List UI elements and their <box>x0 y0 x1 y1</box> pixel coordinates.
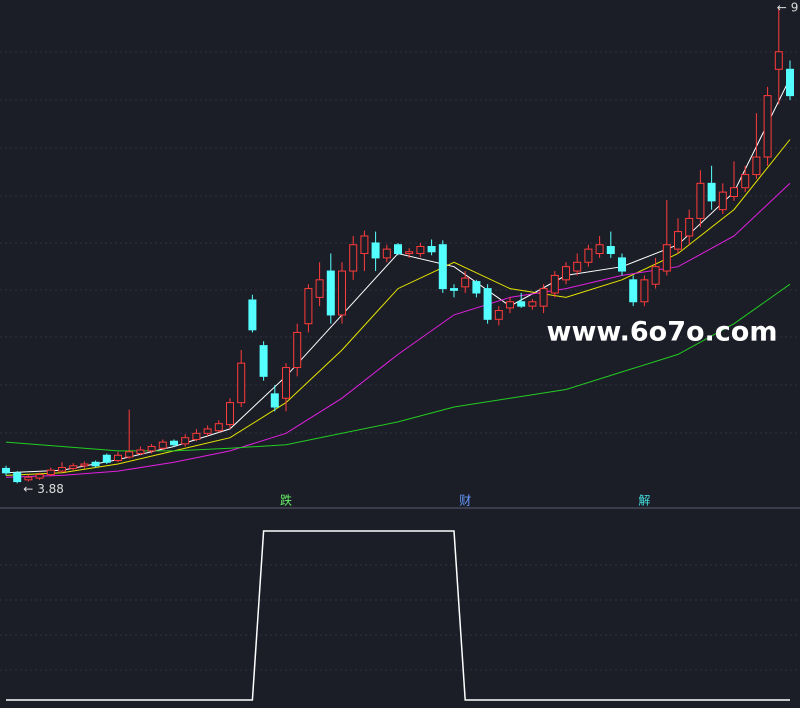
candle-body <box>472 281 481 294</box>
candle-body <box>248 299 257 331</box>
candle-body <box>91 461 100 467</box>
candle-body <box>450 288 458 291</box>
candle-body <box>136 449 145 455</box>
candle-body <box>147 445 156 452</box>
candle-body <box>214 423 223 432</box>
candle-body <box>58 467 66 472</box>
candle-body <box>360 235 369 255</box>
candle-body <box>371 242 380 259</box>
candle-body <box>102 454 111 463</box>
candle-body <box>528 301 537 307</box>
moving-average <box>5 77 791 474</box>
candle-body <box>629 279 638 303</box>
moving-average <box>5 139 791 476</box>
candle-body <box>786 68 794 97</box>
candle-body <box>181 437 190 445</box>
candle-body <box>539 288 548 307</box>
candle-body <box>35 474 44 479</box>
candle-body <box>2 467 10 474</box>
signal-label: 解 <box>638 494 650 508</box>
candle-body <box>573 261 582 272</box>
candle-body <box>270 393 279 408</box>
candle-body <box>226 402 234 426</box>
candle-body <box>461 277 470 288</box>
candle-body <box>192 432 201 440</box>
candle-body <box>718 191 727 211</box>
candle-body <box>170 440 178 446</box>
candle-body <box>662 244 671 272</box>
watermark: www.6o7o.com <box>547 317 778 348</box>
candle-body <box>46 469 55 476</box>
candle-body <box>349 244 358 272</box>
arrow: ← <box>777 0 787 14</box>
candle-body <box>259 345 268 377</box>
candle-body <box>506 301 514 309</box>
candle-body <box>674 231 682 250</box>
candle-body <box>752 156 761 176</box>
candle-body <box>304 288 313 325</box>
candle-body <box>595 244 604 255</box>
candle-body <box>483 288 492 320</box>
candle-body <box>114 454 122 462</box>
candle-body <box>158 441 167 449</box>
candle-body <box>774 51 783 70</box>
candle-body <box>494 310 503 320</box>
candle-body <box>730 187 738 197</box>
candle-body <box>382 248 391 259</box>
candle-body <box>13 472 22 483</box>
low-label: 3.88 <box>37 482 64 496</box>
candle-body <box>584 248 593 263</box>
candle-body <box>405 251 414 255</box>
candle-body <box>707 182 716 202</box>
candle-body <box>606 245 615 255</box>
moving-average <box>5 283 791 452</box>
candle-body <box>696 182 705 219</box>
candle-body <box>326 270 335 316</box>
signal-label: 财 <box>459 494 471 508</box>
high-label: 9 <box>791 0 799 14</box>
candle-body <box>763 95 772 158</box>
arrow: ← <box>23 482 33 496</box>
candle-body <box>685 217 694 237</box>
signal-label: 跌 <box>280 493 292 508</box>
candle-body <box>562 266 570 281</box>
candle-body <box>438 244 447 290</box>
indicator-line <box>6 530 790 701</box>
candle-body <box>125 451 134 458</box>
candle-body <box>651 266 660 285</box>
candle-body <box>203 428 212 434</box>
candle-body <box>293 331 302 369</box>
candle-body <box>237 362 246 404</box>
candle-body <box>427 245 436 253</box>
candle-body <box>640 279 649 303</box>
candle-body <box>315 279 324 298</box>
candle-body <box>282 367 290 399</box>
candle-body <box>618 257 626 272</box>
candle-body <box>69 465 78 469</box>
candle-body <box>394 244 402 255</box>
indicator-grid <box>0 564 800 671</box>
candle-body <box>80 463 89 467</box>
candle-body <box>517 301 526 307</box>
candle-body <box>24 476 33 481</box>
candle-body <box>338 270 346 316</box>
candle-body <box>550 274 559 294</box>
candle-body <box>416 245 425 255</box>
candle-body <box>741 174 750 189</box>
